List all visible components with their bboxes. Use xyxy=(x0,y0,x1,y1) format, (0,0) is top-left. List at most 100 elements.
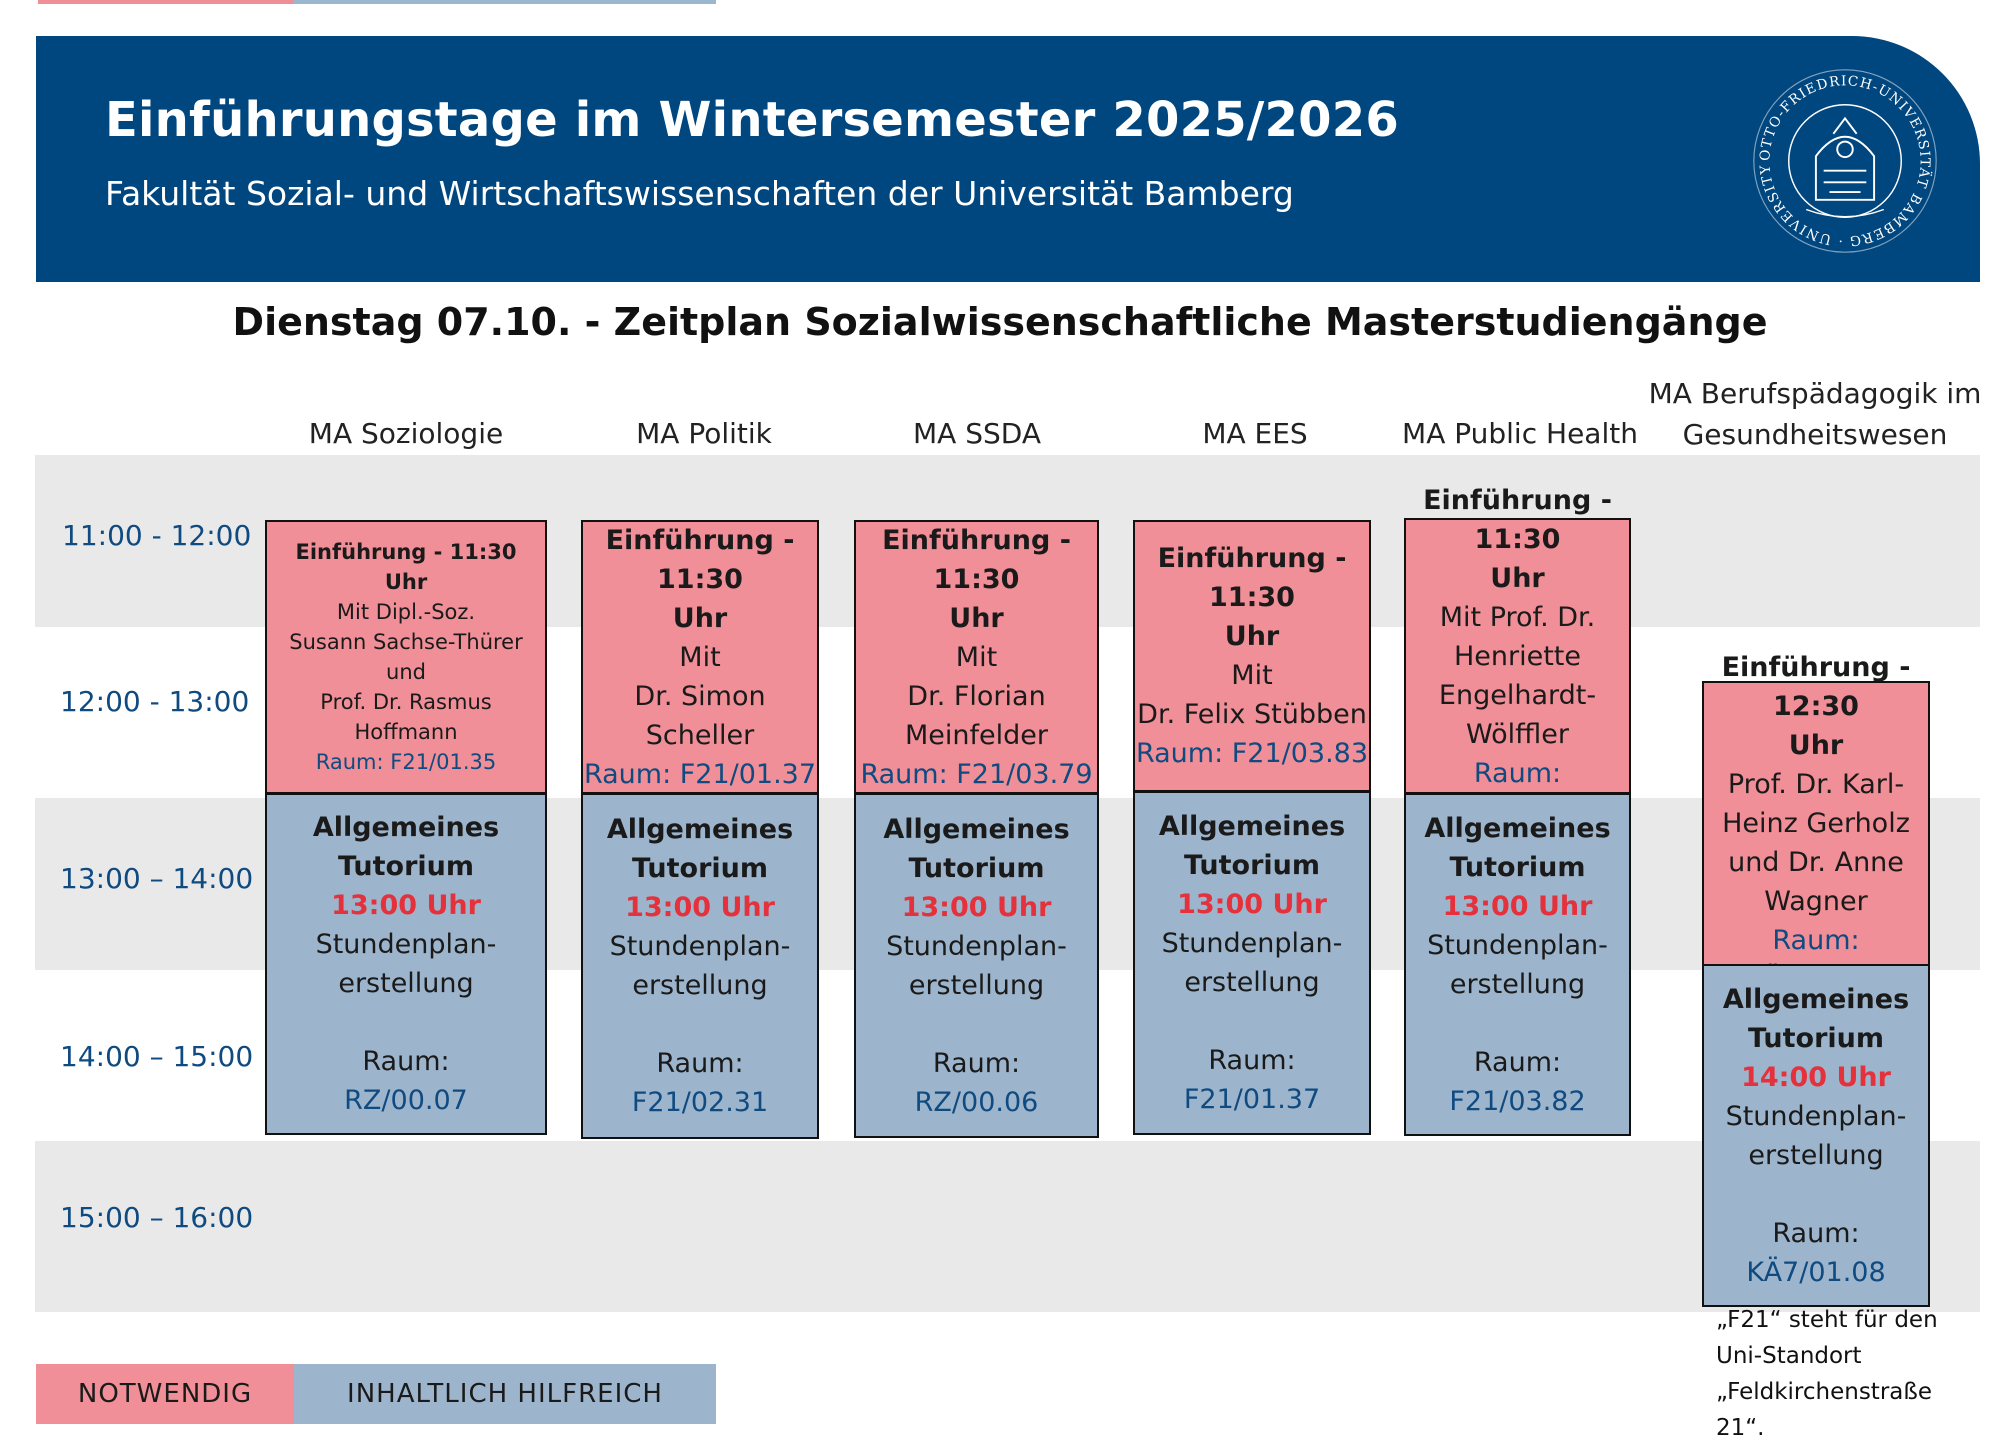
column-header-ssda: MA SSDA xyxy=(913,417,1041,450)
event-box-einfuehrung-ees: Einführung - 11:30 Uhr Mit Dr. Felix Stübbe… xyxy=(1133,520,1371,792)
event-text: Allgemeines xyxy=(1158,811,1346,842)
room-label: Raum: F21/03.83 xyxy=(1135,738,1369,769)
event-text: Tutorium xyxy=(631,853,769,884)
legend-notwendig: NOTWENDIG xyxy=(36,1364,294,1424)
university-seal-logo: OTTO-FRIEDRICH-UNIVERSITÄT BAMBERG · UNI… xyxy=(1748,64,1937,253)
event-text: Stundenplan- xyxy=(1161,928,1343,959)
event-box-tutorium-berufspaedagogik: Allgemeines Tutorium 14:00 Uhr Stundenplan-… xyxy=(1702,964,1930,1307)
room-label: F21/01.37 xyxy=(1183,1084,1321,1115)
event-text: Mit Dipl.-Soz. xyxy=(336,600,476,624)
event-box-einfuehrung-soziologie: Einführung - 11:30 Uhr Mit Dipl.-Soz. Susan… xyxy=(265,520,547,794)
event-text: Uhr xyxy=(672,602,728,634)
legend-hilfreich: INHALTLICH HILFREICH xyxy=(294,1364,716,1424)
time-label: 11:00 - 12:00 xyxy=(62,519,252,552)
event-text: Uhr xyxy=(1788,730,1844,761)
event-text: Raum: xyxy=(932,1047,1021,1079)
event-text: erstellung xyxy=(632,970,768,1001)
event-text: Raum: xyxy=(1473,1046,1562,1078)
event-box-tutorium-public-health: Allgemeines Tutorium 13:00 Uhr Stundenplan-… xyxy=(1404,793,1631,1136)
event-text: Mit xyxy=(1231,660,1273,691)
event-text: erstellung xyxy=(1748,1139,1884,1171)
event-text: Raum: xyxy=(656,1048,744,1079)
column-header-soziologie: MA Soziologie xyxy=(308,417,504,450)
event-text: Tutorium xyxy=(1747,1022,1885,1054)
event-box-tutorium-politik: Allgemeines Tutorium 13:00 Uhr Stundenplan-… xyxy=(581,793,819,1139)
event-text: Allgemeines xyxy=(883,813,1070,845)
event-box-einfuehrung-berufspaedagogik: Einführung - 12:30 Uhr Prof. Dr. Karl- Hein… xyxy=(1702,652,1930,995)
time-label: 15:00 – 16:00 xyxy=(60,1201,254,1234)
room-label: RZ/00.07 xyxy=(344,1085,468,1116)
event-text: Allgemeines Tutorium xyxy=(312,812,500,882)
event-text: Meinfelder xyxy=(905,719,1048,751)
event-text: Stundenplan- xyxy=(886,930,1067,962)
event-text: Raum: xyxy=(362,1046,450,1077)
event-text: Dr. Felix Stübben xyxy=(1137,699,1367,730)
room-label: F21/03.82 xyxy=(1449,1085,1586,1117)
event-text: Stundenplan- xyxy=(1725,1100,1907,1132)
top-accent-blue xyxy=(293,0,716,4)
event-text: Einführung - 11:30 xyxy=(1157,543,1347,613)
event-text: erstellung xyxy=(1449,968,1586,1000)
event-box-einfuehrung-ssda: Einführung - 11:30 Uhr Mit Dr. Florian Meinf… xyxy=(854,520,1099,794)
column-header-politik: MA Politik xyxy=(636,417,772,450)
event-time: 13:00 Uhr xyxy=(331,890,481,921)
event-box-tutorium-ssda: Allgemeines Tutorium 13:00 Uhr Stundenplan-… xyxy=(854,793,1099,1138)
event-text: Allgemeines xyxy=(1424,812,1611,844)
event-text: Engelhardt- xyxy=(1438,679,1597,711)
room-label: Raum: F21/03.79 xyxy=(860,758,1093,790)
time-label: 14:00 – 15:00 xyxy=(60,1040,254,1073)
event-text: Tutorium xyxy=(1183,850,1321,881)
time-label: 12:00 - 13:00 xyxy=(60,685,250,718)
top-accent-pink xyxy=(38,0,293,4)
column-header-berufspaedagogik: MA Berufspädagogik im Gesundheitswesen xyxy=(1648,377,1982,451)
event-text: Einführung - 11:30 xyxy=(1423,484,1612,555)
event-text: Einführung - 11:30 xyxy=(882,524,1071,595)
event-text: erstellung xyxy=(1184,967,1320,998)
event-text: Susann Sachse-Thürer xyxy=(289,630,523,654)
event-text: Scheller xyxy=(645,719,755,751)
time-label: 13:00 – 14:00 xyxy=(60,862,254,895)
event-text: Dr. Simon xyxy=(634,680,766,712)
event-text: und Dr. Anne xyxy=(1728,847,1904,878)
event-text: Allgemeines xyxy=(1722,983,1910,1015)
event-text: Tutorium xyxy=(908,852,1045,884)
event-text: Einführung - 11:30 xyxy=(605,524,795,595)
event-text: Dr. Florian xyxy=(907,680,1046,712)
event-text: Prof. Dr. Rasmus Hoffmann xyxy=(320,690,492,744)
event-text: Uhr xyxy=(949,602,1004,634)
event-text: Raum: xyxy=(1772,1217,1860,1249)
event-text: Heinz Gerholz xyxy=(1722,808,1910,839)
room-label: F21/02.31 xyxy=(631,1087,769,1118)
event-time: 13:00 Uhr xyxy=(1442,890,1593,922)
event-time: 14:00 Uhr xyxy=(1741,1061,1891,1093)
event-text: Tutorium xyxy=(1449,851,1586,883)
event-text: Wagner xyxy=(1764,886,1868,917)
event-text: Stundenplan- xyxy=(315,929,497,960)
column-header-public-health: MA Public Health xyxy=(1402,417,1638,450)
footnote: „F21“ steht für den Uni-Standort „Feldki… xyxy=(1716,1307,1938,1441)
page-subtitle: Fakultät Sozial- und Wirtschaftswissensc… xyxy=(105,174,1294,213)
event-box-tutorium-ees: Allgemeines Tutorium 13:00 Uhr Stundenplan-… xyxy=(1133,791,1371,1135)
event-text: Mit xyxy=(679,641,721,673)
event-time: 13:00 Uhr xyxy=(625,892,775,923)
event-text: Wölffler xyxy=(1466,718,1569,750)
event-text: Stundenplan- xyxy=(1427,929,1608,961)
event-text: und xyxy=(386,660,426,684)
event-text: Einführung - 12:30 xyxy=(1721,652,1911,722)
event-text: Mit Prof. Dr. xyxy=(1439,601,1596,633)
event-text: Henriette xyxy=(1453,640,1582,672)
event-text: Uhr xyxy=(1490,562,1545,594)
event-time: 13:00 Uhr xyxy=(1177,889,1327,920)
event-text: Einführung - 11:30 xyxy=(295,540,517,564)
column-header-ees: MA EES xyxy=(1202,417,1308,450)
page-title: Einführungstage im Wintersemester 2025/2… xyxy=(105,92,1399,148)
event-text: Prof. Dr. Karl- xyxy=(1727,769,1905,800)
event-box-tutorium-soziologie: Allgemeines Tutorium 13:00 Uhr Stundenplan… xyxy=(265,793,547,1135)
header-banner xyxy=(36,36,1980,282)
event-text: erstellung xyxy=(338,968,474,999)
event-time: 13:00 Uhr xyxy=(901,891,1052,923)
room-label: KÄ7/01.08 xyxy=(1746,1256,1886,1288)
grid-band-15 xyxy=(35,1141,1980,1312)
schedule-heading: Dienstag 07.10. - Zeitplan Sozialwissens… xyxy=(232,300,1768,344)
event-box-einfuehrung-politik: Einführung - 11:30 Uhr Mit Dr. Simon Schelle… xyxy=(581,520,819,794)
